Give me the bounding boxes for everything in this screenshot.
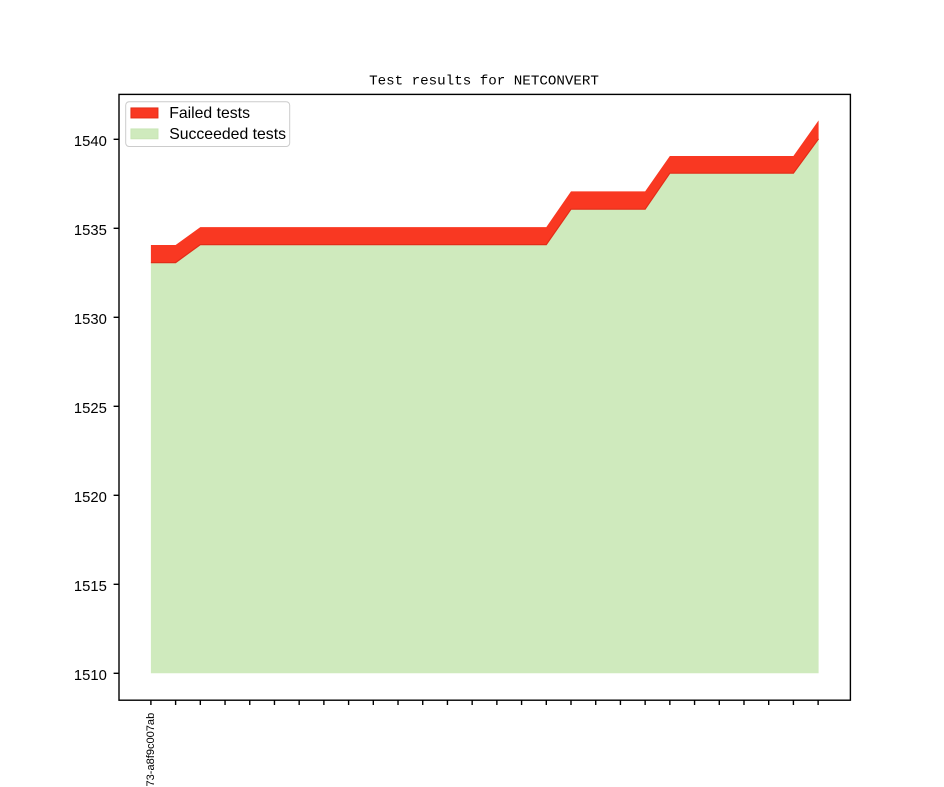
svg-text:1540: 1540 <box>74 134 107 150</box>
svg-text:73-a8f9c007ab: 73-a8f9c007ab <box>145 713 157 787</box>
svg-text:1520: 1520 <box>74 490 107 506</box>
svg-text:1535: 1535 <box>74 223 107 239</box>
svg-text:1525: 1525 <box>74 401 107 417</box>
svg-text:Test results for NETCONVERT: Test results for NETCONVERT <box>369 74 599 90</box>
svg-text:Failed tests: Failed tests <box>169 105 250 122</box>
svg-text:1515: 1515 <box>74 579 107 595</box>
svg-text:1530: 1530 <box>74 312 107 328</box>
svg-text:Succeeded tests: Succeeded tests <box>169 126 286 143</box>
svg-text:1510: 1510 <box>74 668 107 684</box>
